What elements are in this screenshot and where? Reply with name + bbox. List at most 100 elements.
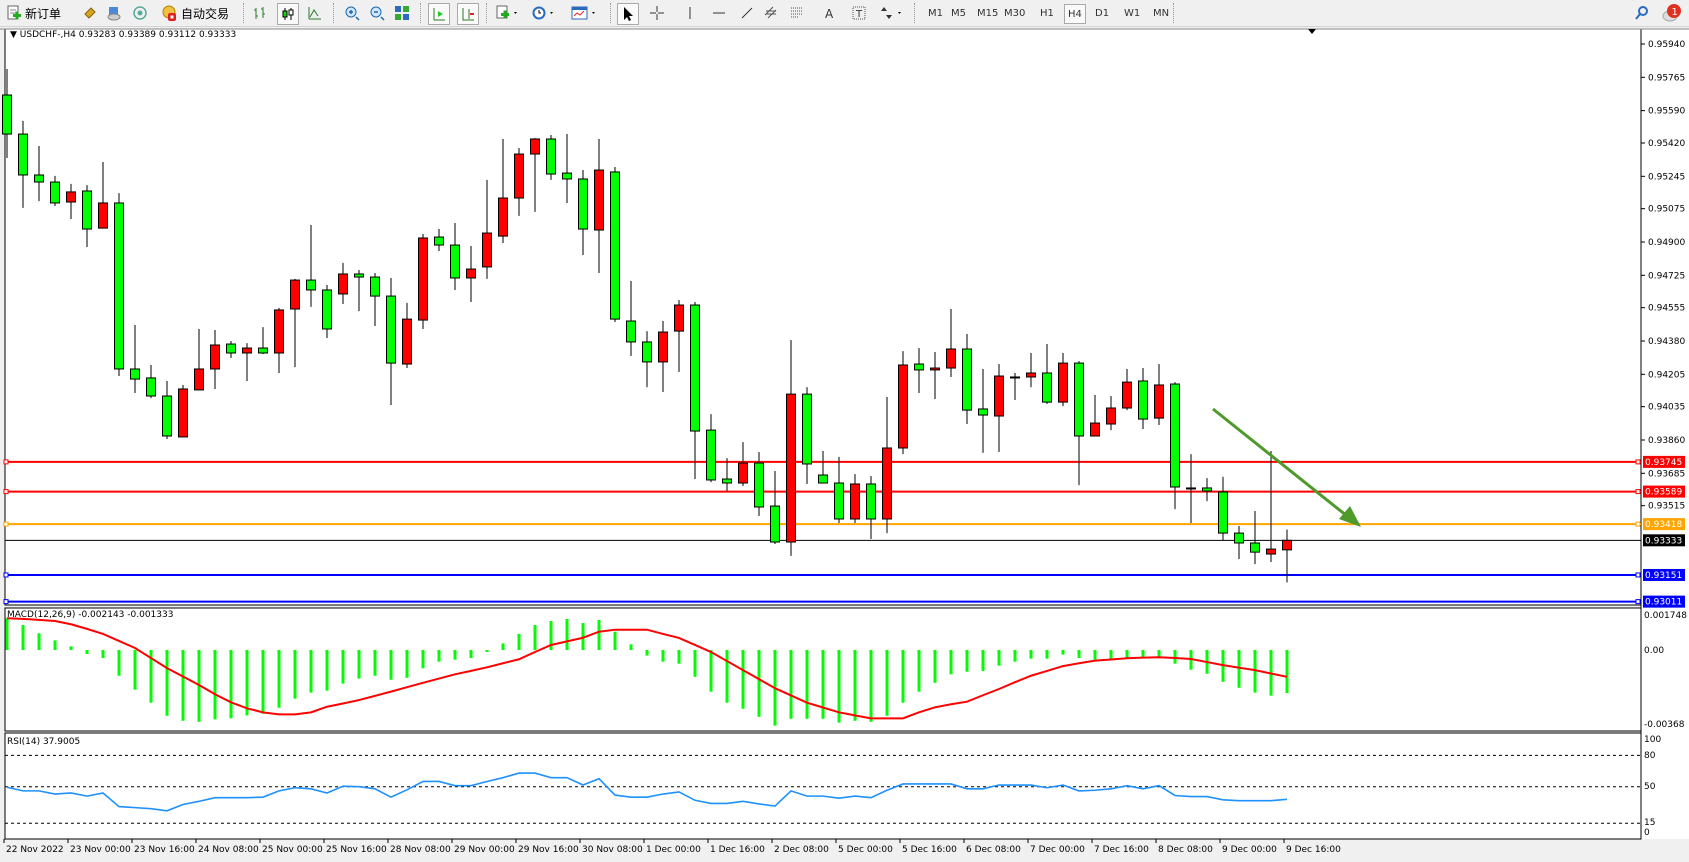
bear-candle[interactable]	[50, 181, 60, 204]
chart-menu-triangle-icon[interactable]: ▼	[10, 30, 17, 40]
vertical-line-button[interactable]	[680, 3, 700, 23]
bull-candle[interactable]	[274, 309, 284, 354]
bull-candle[interactable]	[738, 462, 748, 484]
bear-candle[interactable]	[978, 408, 988, 416]
line-handle[interactable]	[3, 521, 9, 527]
bear-candle[interactable]	[818, 474, 828, 484]
bear-candle[interactable]	[1186, 487, 1196, 490]
market-watch-button[interactable]	[80, 3, 100, 23]
bull-candle[interactable]	[418, 237, 428, 321]
bear-candle[interactable]	[354, 273, 364, 278]
horizontal-line-button[interactable]	[709, 3, 729, 23]
timeframe-mn[interactable]: MN	[1153, 7, 1170, 19]
line-handle[interactable]	[1635, 521, 1641, 527]
timeframe-m1[interactable]: M1	[928, 7, 943, 19]
trend-arrow[interactable]	[1212, 407, 1353, 522]
bear-candle[interactable]	[1138, 380, 1148, 420]
bar-chart-button[interactable]	[250, 3, 270, 23]
bear-candle[interactable]	[18, 133, 28, 176]
cursor-button[interactable]	[617, 3, 639, 25]
bull-candle[interactable]	[194, 368, 204, 391]
templates-button[interactable]	[570, 3, 600, 23]
bull-candle[interactable]	[786, 393, 796, 543]
bear-candle[interactable]	[1250, 542, 1260, 553]
zoom-out-button[interactable]	[367, 3, 387, 23]
bear-candle[interactable]	[1202, 487, 1212, 492]
bear-candle[interactable]	[546, 138, 556, 175]
bear-candle[interactable]	[914, 363, 924, 371]
bear-candle[interactable]	[162, 395, 172, 437]
bear-candle[interactable]	[450, 244, 460, 279]
bull-candle[interactable]	[594, 169, 604, 231]
bear-candle[interactable]	[226, 343, 236, 354]
chart-shift-button[interactable]	[457, 3, 479, 25]
timeframe-h4[interactable]: H4	[1064, 4, 1086, 24]
trendline-button[interactable]	[737, 3, 757, 23]
bear-candle[interactable]	[610, 171, 620, 320]
line-handle[interactable]	[1635, 599, 1641, 605]
notification-button[interactable]: 1	[1660, 3, 1684, 23]
timeframe-w1[interactable]: W1	[1124, 7, 1141, 19]
bull-candle[interactable]	[1122, 381, 1132, 409]
bear-candle[interactable]	[258, 347, 268, 354]
line-chart-button[interactable]	[305, 3, 325, 23]
new-order-button[interactable]: 新订单	[6, 3, 76, 23]
bull-candle[interactable]	[466, 268, 476, 279]
bull-candle[interactable]	[658, 331, 668, 363]
bull-candle[interactable]	[98, 202, 108, 229]
bear-candle[interactable]	[866, 483, 876, 520]
bull-candle[interactable]	[1106, 407, 1116, 425]
bear-candle[interactable]	[1074, 362, 1084, 437]
bull-candle[interactable]	[498, 197, 508, 237]
tile-windows-button[interactable]	[392, 3, 412, 23]
bull-candle[interactable]	[210, 344, 220, 370]
bull-candle[interactable]	[898, 364, 908, 449]
bear-candle[interactable]	[834, 482, 844, 520]
line-handle[interactable]	[3, 489, 9, 495]
bull-candle[interactable]	[1154, 384, 1164, 419]
bull-candle[interactable]	[930, 367, 940, 371]
bull-candle[interactable]	[946, 348, 956, 369]
rsi-pane[interactable]	[4, 732, 1642, 840]
bear-candle[interactable]	[1170, 383, 1180, 488]
crosshair-button[interactable]	[647, 3, 667, 23]
timeframe-d1[interactable]: D1	[1095, 7, 1110, 19]
line-handle[interactable]	[3, 572, 9, 578]
bear-candle[interactable]	[1042, 372, 1052, 403]
bear-candle[interactable]	[962, 348, 972, 411]
price-axis[interactable]	[1641, 29, 1689, 839]
bear-candle[interactable]	[386, 295, 396, 364]
bull-candle[interactable]	[66, 191, 76, 203]
bear-candle[interactable]	[578, 178, 588, 230]
bear-candle[interactable]	[370, 276, 380, 297]
bear-candle[interactable]	[754, 462, 764, 508]
bear-candle[interactable]	[306, 279, 316, 291]
bull-candle[interactable]	[338, 273, 348, 295]
text-label-button[interactable]: T	[849, 3, 869, 23]
bull-candle[interactable]	[178, 388, 188, 438]
candlestick-button[interactable]	[277, 3, 299, 25]
auto-trading-button[interactable]: 自动交易	[160, 3, 238, 23]
bull-candle[interactable]	[290, 279, 300, 310]
bear-candle[interactable]	[802, 393, 812, 465]
bull-candle[interactable]	[482, 232, 492, 268]
bear-candle[interactable]	[1234, 532, 1244, 544]
line-handle[interactable]	[1635, 459, 1641, 465]
new-chart-button[interactable]	[494, 3, 522, 23]
zoom-in-button[interactable]	[342, 3, 362, 23]
bear-candle[interactable]	[1010, 376, 1020, 379]
bull-candle[interactable]	[1266, 548, 1276, 555]
bear-candle[interactable]	[114, 202, 124, 370]
price-chart[interactable]: 0.95940 0.95765 0.95590 0.95420 0.95245 0.950…	[0, 27, 1689, 862]
bear-candle[interactable]	[82, 190, 92, 230]
bear-candle[interactable]	[434, 236, 444, 246]
bear-candle[interactable]	[146, 377, 156, 397]
bull-candle[interactable]	[994, 375, 1004, 417]
bull-candle[interactable]	[1090, 422, 1100, 437]
equidistant-channel-button[interactable]	[761, 3, 781, 23]
timeframe-m30[interactable]: M30	[1004, 7, 1026, 19]
bear-candle[interactable]	[722, 478, 732, 484]
timeframe-h1[interactable]: H1	[1040, 7, 1054, 19]
text-button[interactable]: A	[819, 3, 839, 23]
bull-candle[interactable]	[514, 153, 524, 199]
